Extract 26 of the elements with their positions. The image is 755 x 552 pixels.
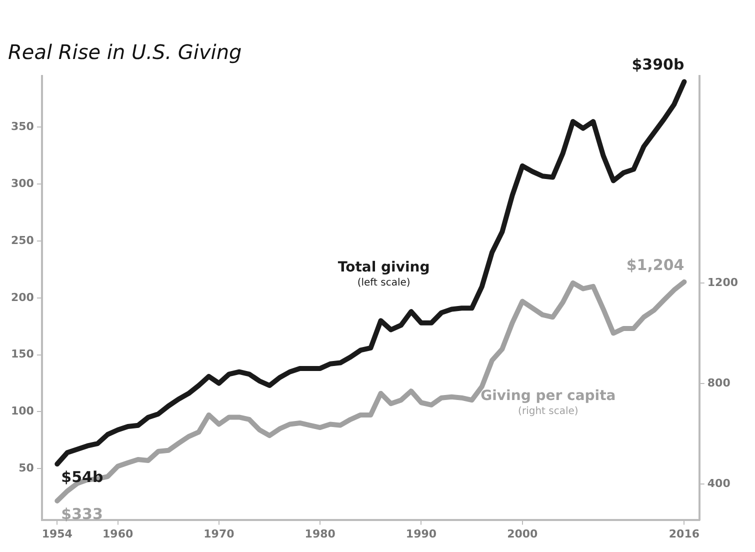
- y2-tick-label: 400: [707, 476, 731, 490]
- x-tick-label: 1970: [204, 527, 235, 540]
- y-tick-label: 350: [10, 120, 34, 134]
- x-tick-label: 1960: [102, 527, 134, 540]
- x-tick-label: 2016: [668, 527, 700, 540]
- text: Total giving: [338, 259, 430, 276]
- chart-title: Real Rise in U.S. Giving: [8, 40, 242, 64]
- y-tick-label: 50: [18, 461, 34, 474]
- y-tick-label: 300: [10, 176, 34, 190]
- x-tick-label: 1954: [42, 527, 73, 540]
- x-tick-label: 2000: [507, 527, 538, 540]
- annotation: (right scale): [518, 406, 578, 417]
- y-tick-label: 100: [10, 404, 34, 418]
- data-label: $333: [61, 504, 103, 523]
- x-tick-label: 1990: [406, 527, 437, 540]
- y-tick-label: 200: [10, 290, 34, 304]
- series-label: Giving per capita: [480, 388, 616, 404]
- y2-tick-label: 1200: [707, 276, 738, 289]
- data-label: $54b: [61, 468, 104, 486]
- x-tick-label: 1980: [304, 527, 336, 540]
- y-tick-label: 150: [10, 348, 34, 361]
- y-tick-label: 250: [10, 234, 34, 247]
- data-label: $390b: [632, 56, 684, 74]
- annotation: (left scale): [357, 277, 410, 288]
- y2-tick-label: 800: [707, 376, 731, 390]
- data-label: $1,204: [626, 256, 684, 274]
